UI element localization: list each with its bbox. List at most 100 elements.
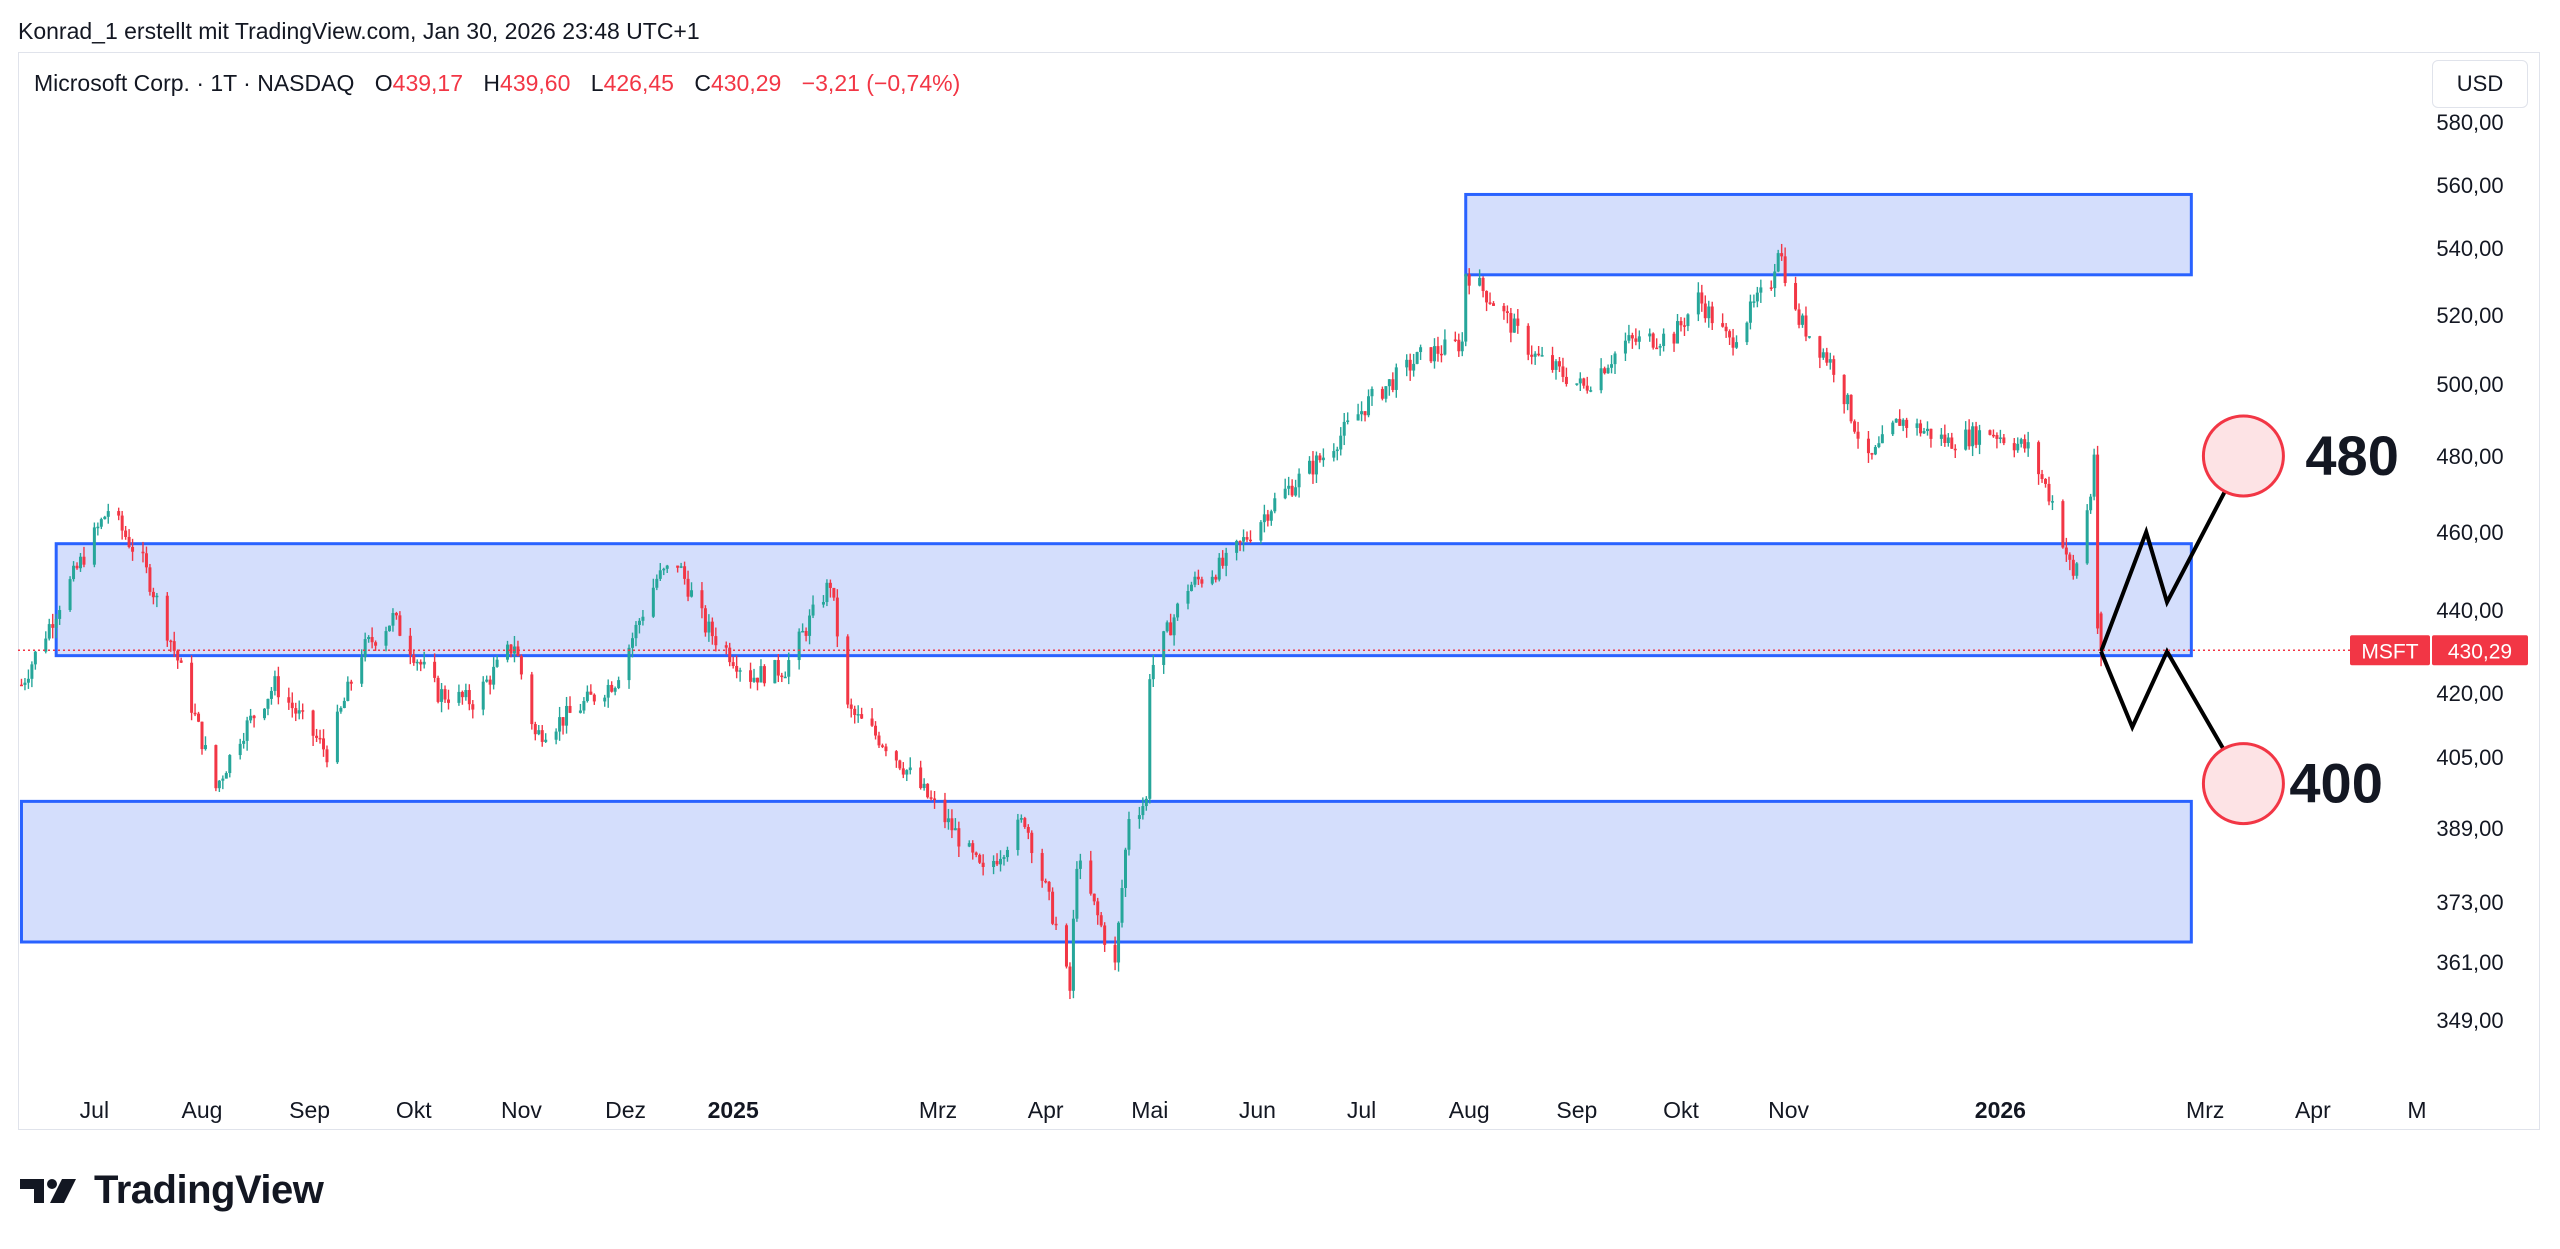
candle-body[interactable] (1880, 434, 1884, 444)
candle-body[interactable] (120, 515, 124, 531)
candle-body[interactable] (203, 745, 207, 750)
candle-body[interactable] (676, 565, 680, 568)
candle-body[interactable] (249, 715, 253, 721)
candle-body[interactable] (1919, 423, 1923, 434)
candle-body[interactable] (440, 689, 444, 702)
candle-body[interactable] (880, 745, 884, 747)
candle-body[interactable] (1509, 313, 1513, 333)
candle-body[interactable] (1672, 333, 1676, 344)
candle-body[interactable] (1384, 386, 1388, 399)
candle-body[interactable] (144, 553, 148, 568)
candle-body[interactable] (592, 694, 596, 702)
candle-body[interactable] (1335, 449, 1339, 452)
candle-body[interactable] (981, 862, 985, 867)
target-circle-480[interactable] (2201, 414, 2285, 498)
candle-body[interactable] (1176, 603, 1180, 618)
candle-body[interactable] (447, 699, 451, 703)
candle-body[interactable] (1092, 893, 1096, 902)
candle-body[interactable] (106, 511, 110, 517)
candle-body[interactable] (1946, 437, 1950, 443)
candle-body[interactable] (1394, 367, 1398, 390)
candle-body[interactable] (1443, 339, 1447, 355)
candle-body[interactable] (707, 621, 711, 633)
candle-body[interactable] (1294, 487, 1298, 496)
candle-body[interactable] (346, 681, 350, 701)
candle-body[interactable] (1905, 419, 1909, 428)
candle-body[interactable] (561, 717, 565, 726)
candle-body[interactable] (919, 767, 923, 789)
candle-body[interactable] (273, 676, 277, 691)
candle-body[interactable] (533, 724, 537, 735)
candle-body[interactable] (75, 565, 79, 569)
candle-body[interactable] (1877, 443, 1881, 448)
candle-body[interactable] (2068, 554, 2072, 560)
candle-body[interactable] (262, 708, 266, 719)
candle-body[interactable] (780, 675, 784, 678)
candle-body[interactable] (193, 712, 197, 715)
candle-body[interactable] (578, 710, 582, 713)
candle-body[interactable] (276, 676, 280, 698)
candle-body[interactable] (1505, 311, 1509, 314)
candle-body[interactable] (54, 618, 58, 628)
candle-body[interactable] (690, 590, 694, 597)
candle-body[interactable] (825, 582, 829, 603)
candle-body[interactable] (1259, 522, 1263, 541)
candle-body[interactable] (1818, 336, 1822, 358)
candle-body[interactable] (1623, 340, 1627, 354)
candle-body[interactable] (1464, 274, 1468, 342)
candle-body[interactable] (797, 631, 801, 661)
candle-body[interactable] (540, 730, 544, 742)
candle-body[interactable] (1123, 849, 1127, 889)
candle-body[interactable] (495, 659, 499, 667)
candle-body[interactable] (2002, 437, 2006, 444)
candle-body[interactable] (749, 670, 753, 682)
candle-body[interactable] (1332, 451, 1336, 458)
candle-body[interactable] (51, 624, 55, 628)
candle-body[interactable] (1728, 331, 1732, 338)
candle-body[interactable] (315, 735, 319, 738)
candle-body[interactable] (217, 780, 221, 789)
candle-body[interactable] (1988, 430, 1992, 435)
candle-body[interactable] (1068, 966, 1072, 991)
candle-body[interactable] (322, 738, 326, 750)
candle-body[interactable] (1929, 428, 1933, 439)
candle-body[interactable] (1005, 850, 1009, 858)
candle-body[interactable] (1679, 321, 1683, 326)
candle-body[interactable] (1238, 540, 1242, 543)
candle-body[interactable] (2012, 443, 2016, 451)
candle-body[interactable] (457, 691, 461, 703)
candle-body[interactable] (728, 647, 732, 663)
candle-body[interactable] (1457, 339, 1461, 352)
candle-body[interactable] (1564, 376, 1568, 384)
candle-body[interactable] (933, 798, 937, 800)
candle-body[interactable] (1512, 318, 1516, 333)
candle-body[interactable] (1054, 923, 1058, 926)
candle-body[interactable] (408, 635, 412, 656)
candle-body[interactable] (384, 631, 388, 646)
candle-body[interactable] (1339, 435, 1343, 450)
candle-body[interactable] (1557, 361, 1561, 367)
candle-body[interactable] (950, 818, 954, 831)
candle-body[interactable] (1991, 434, 1995, 437)
candle-body[interactable] (1748, 301, 1752, 323)
candle-body[interactable] (846, 636, 850, 705)
candle-body[interactable] (1262, 514, 1266, 523)
candle-body[interactable] (1051, 891, 1055, 924)
candle-body[interactable] (1870, 453, 1874, 455)
candle-body[interactable] (1391, 379, 1395, 390)
candle-body[interactable] (1603, 368, 1607, 374)
candle-body[interactable] (1148, 679, 1152, 799)
candle-body[interactable] (1467, 274, 1471, 286)
candle-body[interactable] (141, 551, 145, 554)
candle-body[interactable] (224, 773, 228, 779)
candle-body[interactable] (787, 660, 791, 677)
candle-body[interactable] (1971, 426, 1975, 447)
candle-body[interactable] (1978, 430, 1982, 445)
candle-body[interactable] (1700, 292, 1704, 304)
candle-body[interactable] (1964, 429, 1968, 450)
candle-body[interactable] (582, 701, 586, 711)
candle-body[interactable] (759, 666, 763, 683)
candle-body[interactable] (1117, 922, 1121, 963)
candle-body[interactable] (1189, 584, 1193, 591)
candle-body[interactable] (544, 739, 548, 742)
